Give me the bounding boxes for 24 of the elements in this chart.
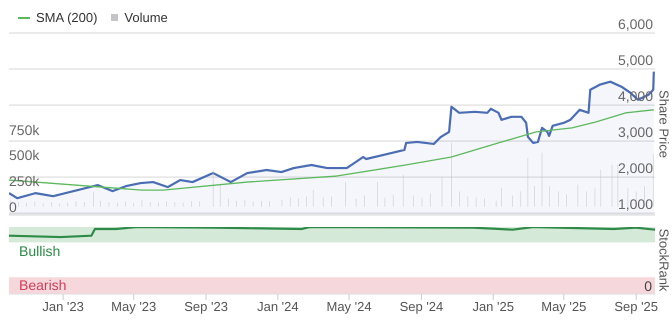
band-label: Bullish — [19, 243, 60, 260]
x-tick-label: Sep '25 — [614, 299, 658, 314]
x-tick-label: Jan '23 — [42, 299, 84, 314]
y-axis-title: StockRank — [656, 228, 672, 292]
y-tick-label: 500k — [9, 146, 40, 164]
x-tick-label: Jan '24 — [257, 299, 299, 314]
x-tick-label: May '24 — [326, 299, 372, 314]
x-tick-label: Jan '25 — [472, 299, 514, 314]
y2-tick-label: 2,000 — [618, 159, 653, 178]
y2-tick-label: 1,000 — [618, 195, 653, 214]
band-label: Bearish — [19, 277, 66, 293]
x-tick-label: May '25 — [541, 299, 586, 314]
x-tick-label: May '23 — [111, 299, 156, 314]
y2-tick-label: 5,000 — [618, 51, 653, 70]
y-tick-label: 750k — [9, 120, 40, 139]
x-tick-label: Sep '23 — [184, 299, 228, 314]
y2-axis-title: Share Price — [656, 90, 672, 158]
y-tick-label: 0 — [9, 198, 17, 216]
y2-tick-label: 3,000 — [618, 123, 653, 142]
legend-label: Volume — [124, 10, 168, 25]
x-tick-label: Sep '24 — [400, 299, 444, 314]
legend-label: SMA (200) — [36, 10, 98, 25]
annotation: 0 — [644, 278, 652, 294]
y2-tick-label: 6,000 — [618, 15, 653, 33]
